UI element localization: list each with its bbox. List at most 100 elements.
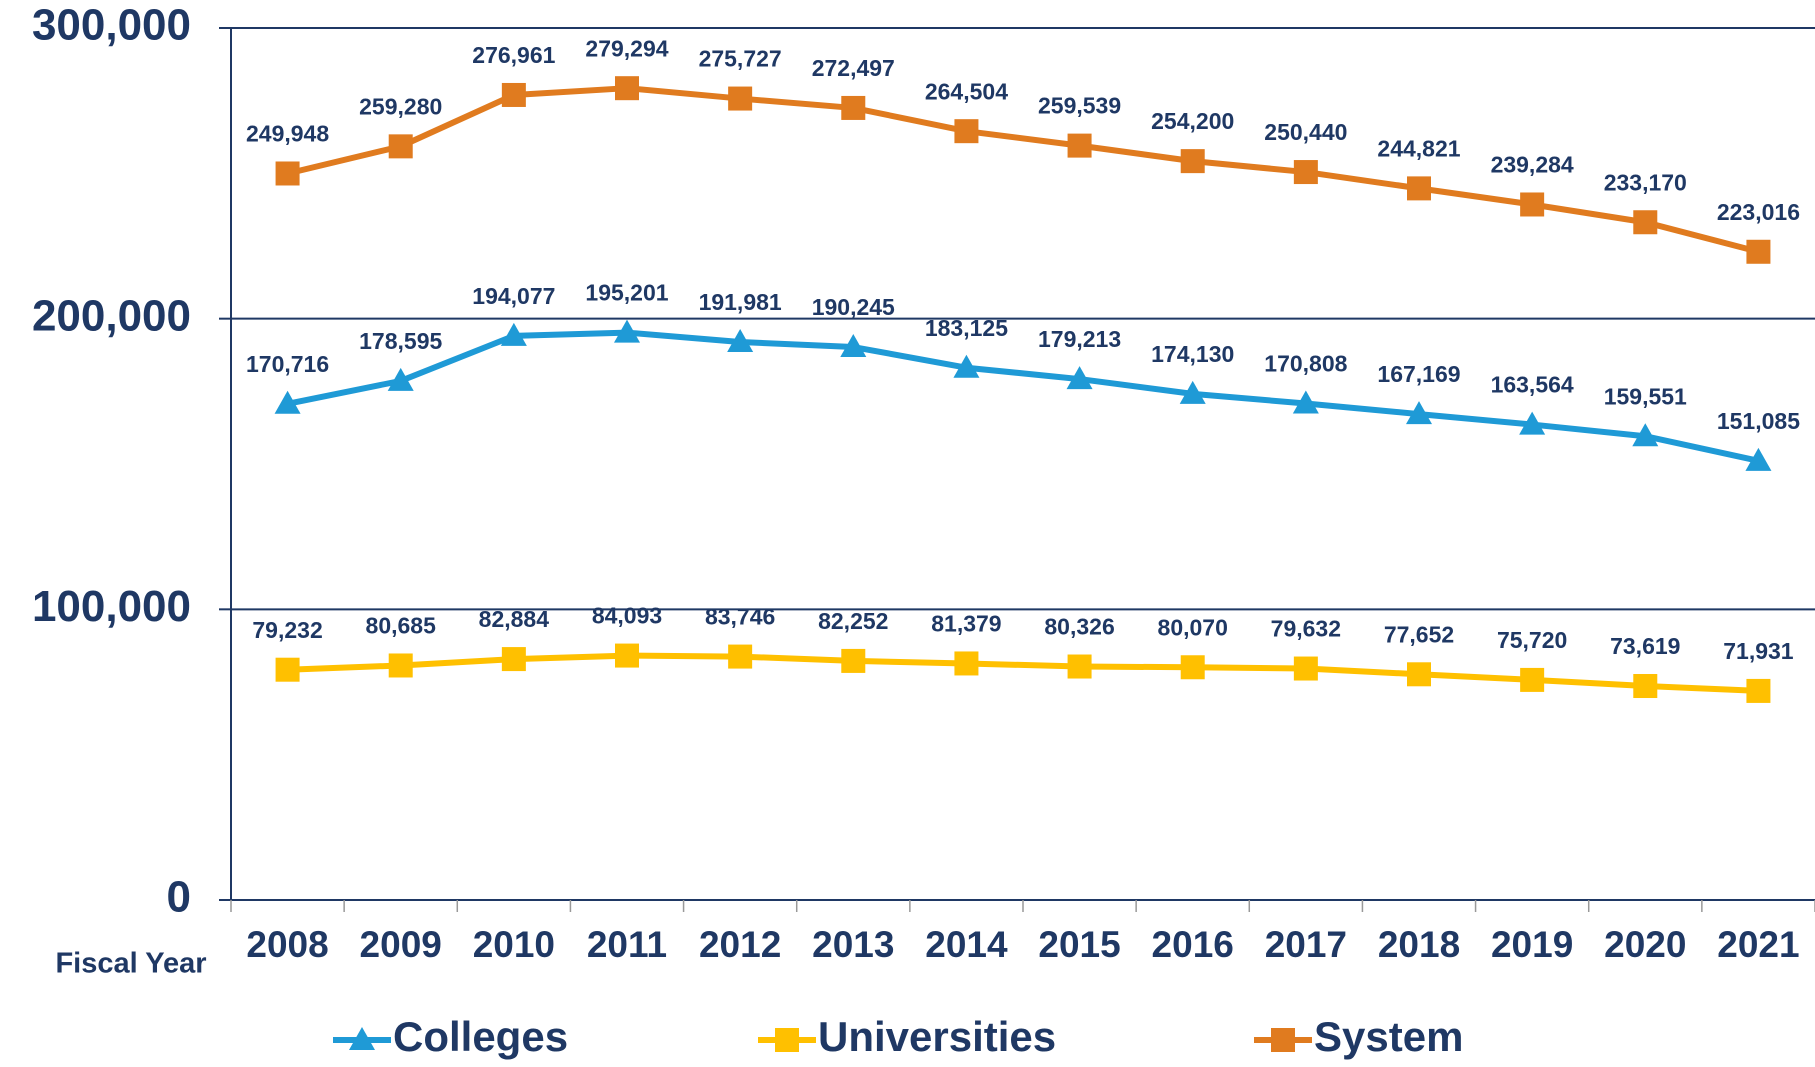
point-marker bbox=[954, 119, 979, 144]
point-marker bbox=[274, 390, 301, 414]
data-label: 73,619 bbox=[1610, 633, 1680, 659]
data-label: 249,948 bbox=[246, 121, 329, 147]
data-label: 183,125 bbox=[925, 315, 1008, 341]
point-marker bbox=[1067, 133, 1092, 158]
legend-marker bbox=[1271, 1028, 1295, 1052]
data-label: 272,497 bbox=[812, 55, 895, 81]
data-label: 82,884 bbox=[479, 606, 550, 632]
x-tick-label: 2013 bbox=[812, 924, 894, 965]
legend-label: Colleges bbox=[393, 1013, 568, 1060]
point-marker bbox=[615, 76, 639, 101]
data-label: 195,201 bbox=[585, 280, 668, 306]
data-label: 75,720 bbox=[1497, 627, 1567, 653]
point-marker bbox=[1632, 423, 1659, 447]
point-marker bbox=[500, 322, 527, 346]
point-marker bbox=[1519, 411, 1546, 435]
point-marker bbox=[275, 161, 300, 186]
data-label: 71,931 bbox=[1723, 638, 1794, 664]
point-marker bbox=[1633, 210, 1658, 235]
data-label: 80,070 bbox=[1158, 614, 1228, 640]
x-tick-label: 2017 bbox=[1265, 924, 1347, 965]
x-tick-label: 2008 bbox=[246, 924, 328, 965]
data-label: 174,130 bbox=[1151, 341, 1234, 367]
data-label: 239,284 bbox=[1491, 152, 1574, 178]
y-tick-label: 300,000 bbox=[32, 1, 191, 50]
data-label: 84,093 bbox=[592, 603, 662, 629]
data-label: 275,727 bbox=[699, 46, 782, 72]
point-marker bbox=[1407, 176, 1431, 201]
data-label: 167,169 bbox=[1377, 361, 1460, 387]
x-tick-label: 2012 bbox=[699, 924, 781, 965]
point-marker bbox=[388, 134, 413, 159]
point-marker bbox=[1520, 192, 1545, 217]
y-tick-label: 100,000 bbox=[32, 582, 191, 631]
point-marker bbox=[1746, 678, 1771, 703]
point-marker bbox=[1180, 655, 1205, 680]
x-tick-label: 2015 bbox=[1038, 924, 1120, 965]
data-label: 223,016 bbox=[1717, 199, 1800, 225]
x-tick-label: 2009 bbox=[360, 924, 442, 965]
data-label: 259,539 bbox=[1038, 93, 1121, 119]
y-tick-label: 0 bbox=[167, 873, 191, 922]
point-marker bbox=[1292, 390, 1319, 414]
point-marker bbox=[841, 648, 866, 673]
data-label: 178,595 bbox=[359, 328, 442, 354]
point-marker bbox=[275, 657, 300, 682]
data-label: 81,379 bbox=[931, 611, 1001, 637]
data-label: 79,632 bbox=[1271, 616, 1341, 642]
x-tick-label: 2018 bbox=[1378, 924, 1460, 965]
point-marker bbox=[953, 354, 980, 378]
point-marker bbox=[841, 95, 866, 120]
x-tick-label: 2014 bbox=[925, 924, 1008, 965]
x-tick-label: 2011 bbox=[587, 924, 667, 965]
point-marker bbox=[840, 334, 867, 358]
data-label: 279,294 bbox=[585, 35, 668, 61]
point-marker bbox=[388, 653, 413, 678]
series-line bbox=[287, 652, 1759, 694]
point-marker bbox=[614, 319, 640, 343]
point-marker bbox=[1633, 674, 1658, 699]
point-marker bbox=[501, 82, 526, 107]
x-tick-label: 2021 bbox=[1717, 924, 1799, 965]
data-label: 79,232 bbox=[252, 617, 322, 643]
data-label: 276,961 bbox=[472, 42, 555, 68]
point-marker bbox=[727, 328, 754, 352]
point-marker bbox=[728, 86, 753, 111]
point-marker bbox=[1293, 160, 1318, 185]
data-label: 82,252 bbox=[818, 608, 888, 634]
data-label: 250,440 bbox=[1264, 119, 1347, 145]
point-marker bbox=[615, 643, 639, 668]
data-label: 159,551 bbox=[1604, 383, 1687, 409]
data-label: 191,981 bbox=[699, 289, 782, 315]
x-tick-label: 2020 bbox=[1604, 924, 1686, 965]
point-marker bbox=[1293, 656, 1318, 681]
data-label: 264,504 bbox=[925, 78, 1008, 104]
point-marker bbox=[1066, 366, 1093, 390]
series-line bbox=[286, 85, 1760, 255]
point-marker bbox=[1745, 447, 1772, 471]
data-label: 179,213 bbox=[1038, 326, 1121, 352]
data-label: 170,808 bbox=[1264, 351, 1347, 377]
x-tick-label: 2019 bbox=[1491, 924, 1573, 965]
point-marker bbox=[387, 367, 414, 391]
data-label: 244,821 bbox=[1377, 135, 1460, 161]
point-marker bbox=[1180, 149, 1205, 174]
point-marker bbox=[1407, 662, 1431, 687]
point-marker bbox=[1067, 654, 1092, 679]
point-marker bbox=[1406, 401, 1432, 425]
data-label: 151,085 bbox=[1717, 408, 1800, 434]
data-label: 194,077 bbox=[472, 283, 555, 309]
x-tick-label: 2016 bbox=[1152, 924, 1234, 965]
data-label: 163,564 bbox=[1491, 372, 1574, 398]
data-label: 80,326 bbox=[1044, 614, 1114, 640]
legend-label: Universities bbox=[818, 1013, 1056, 1060]
y-tick-label: 200,000 bbox=[32, 291, 191, 340]
data-label: 254,200 bbox=[1151, 108, 1234, 134]
data-label: 259,280 bbox=[359, 93, 442, 119]
point-marker bbox=[1179, 380, 1206, 404]
point-marker bbox=[1746, 239, 1771, 264]
legend-marker bbox=[349, 1027, 375, 1050]
data-label: 80,685 bbox=[366, 613, 437, 639]
legend-label: System bbox=[1314, 1013, 1463, 1060]
